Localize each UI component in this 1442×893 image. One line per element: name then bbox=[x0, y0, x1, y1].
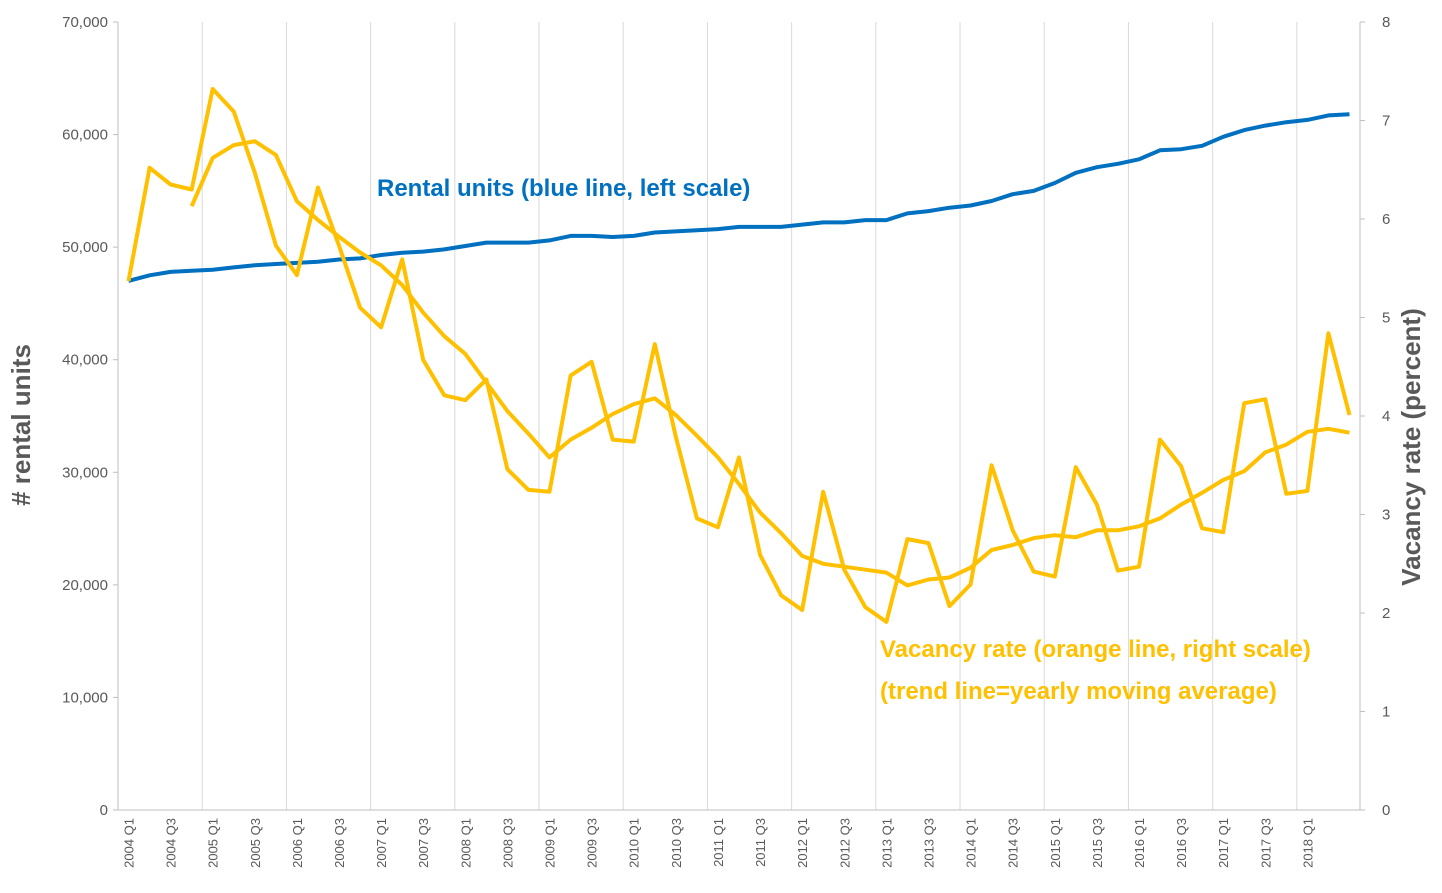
y2-tick-label: 7 bbox=[1382, 113, 1390, 130]
x-tick-label: 2016 Q3 bbox=[1174, 818, 1189, 868]
y2-tick-label: 8 bbox=[1382, 14, 1390, 31]
x-tick-label: 2016 Q1 bbox=[1132, 818, 1147, 868]
y-tick-label: 30,000 bbox=[62, 464, 108, 481]
series-line bbox=[127, 112, 1350, 283]
y-tick-label: 40,000 bbox=[62, 352, 108, 369]
x-tick-label: 2013 Q1 bbox=[879, 818, 894, 868]
y2-tick-label: 2 bbox=[1382, 605, 1390, 622]
y2-tick-label: 1 bbox=[1382, 704, 1390, 721]
x-tick-label: 2007 Q3 bbox=[416, 818, 431, 868]
x-tick-label: 2013 Q3 bbox=[921, 818, 936, 868]
x-tick-label: 2012 Q3 bbox=[837, 818, 852, 868]
x-tick-label: 2007 Q1 bbox=[374, 818, 389, 868]
x-tick-label: 2008 Q1 bbox=[458, 818, 473, 868]
x-tick-label: 2011 Q3 bbox=[753, 818, 768, 867]
x-tick-label: 2018 Q1 bbox=[1300, 818, 1315, 868]
x-tick-label: 2010 Q3 bbox=[669, 818, 684, 868]
x-tick-label: 2004 Q3 bbox=[164, 818, 179, 868]
x-tick-label: 2005 Q3 bbox=[248, 818, 263, 868]
x-tick-label: 2012 Q1 bbox=[795, 818, 810, 868]
x-tick-label: 2017 Q3 bbox=[1258, 818, 1273, 868]
y2-tick-label: 6 bbox=[1382, 211, 1390, 228]
y-tick-label: 60,000 bbox=[62, 127, 108, 144]
x-tick-label: 2015 Q1 bbox=[1048, 818, 1063, 868]
series-line bbox=[126, 87, 1352, 624]
series-label: Vacancy rate (orange line, right scale) bbox=[880, 636, 1311, 663]
y2-tick-label: 5 bbox=[1382, 310, 1390, 327]
x-tick-label: 2011 Q1 bbox=[711, 818, 726, 867]
x-tick-label: 2009 Q1 bbox=[543, 818, 558, 868]
y-tick-label: 10,000 bbox=[62, 689, 108, 706]
y2-tick-label: 3 bbox=[1382, 507, 1390, 524]
y2-tick-label: 0 bbox=[1382, 802, 1390, 819]
x-tick-label: 2008 Q3 bbox=[500, 818, 515, 868]
x-tick-label: 2005 Q1 bbox=[206, 818, 221, 868]
x-tick-label: 2006 Q1 bbox=[290, 818, 305, 868]
series-label: (trend line=yearly moving average) bbox=[880, 678, 1277, 705]
y-tick-label: 70,000 bbox=[62, 14, 108, 31]
series-label: Rental units (blue line, left scale) bbox=[377, 175, 750, 202]
x-tick-label: 2010 Q1 bbox=[627, 818, 642, 868]
x-tick-label: 2014 Q1 bbox=[964, 818, 979, 868]
x-tick-label: 2009 Q3 bbox=[585, 818, 600, 868]
series-line bbox=[189, 139, 1350, 588]
y-tick-label: 20,000 bbox=[62, 577, 108, 594]
y2-axis-title: Vacancy rate (percent) bbox=[1396, 308, 1426, 585]
y-tick-label: 0 bbox=[100, 802, 108, 819]
x-tick-label: 2006 Q3 bbox=[332, 818, 347, 868]
y-axis-title: # rental units bbox=[6, 344, 36, 506]
x-tick-label: 2017 Q1 bbox=[1216, 818, 1231, 868]
x-tick-label: 2014 Q3 bbox=[1006, 818, 1021, 868]
y2-tick-label: 4 bbox=[1382, 408, 1390, 425]
y-tick-label: 50,000 bbox=[62, 239, 108, 256]
x-tick-label: 2015 Q3 bbox=[1090, 818, 1105, 868]
x-tick-label: 2004 Q1 bbox=[122, 818, 137, 868]
